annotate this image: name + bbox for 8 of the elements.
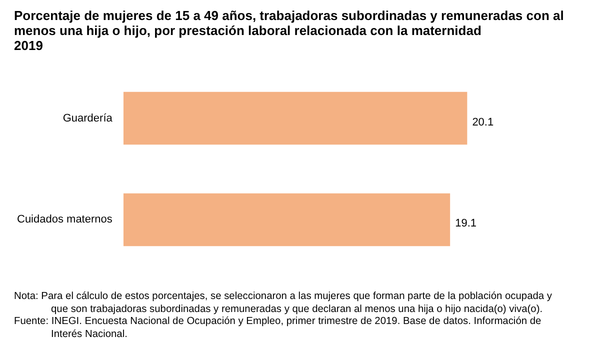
data-label: 19.1	[455, 218, 477, 230]
chart-title: Porcentaje de mujeres de 15 a 49 años, trabajadoras subordinadas y remuneradas con al menos una hija o hijo, por prestación laboral relacionada con la maternidad	[14, 8, 565, 38]
text: Nota: Para el cálculo de estos porcentajes, se seleccionaron a las mujeres que forman parte de la población ocupada y que son trabajadoras subordinadas y remuneradas y que declaran al menos una hija o hijo nacida(o) viva(o).	[14, 291, 553, 316]
y-tick-label: Guardería	[62, 112, 114, 124]
source-note: Fuente: INEGI. Encuesta Nacional de Ocupación y Empleo, primer trimestre de 2019. Base de datos. Información de Interés Nacional.	[14, 316, 542, 341]
y-tick-label: Cuidados maternos	[16, 214, 113, 226]
chart-subtitle: 2019	[14, 38, 44, 53]
data-label: 20.1	[472, 116, 494, 128]
